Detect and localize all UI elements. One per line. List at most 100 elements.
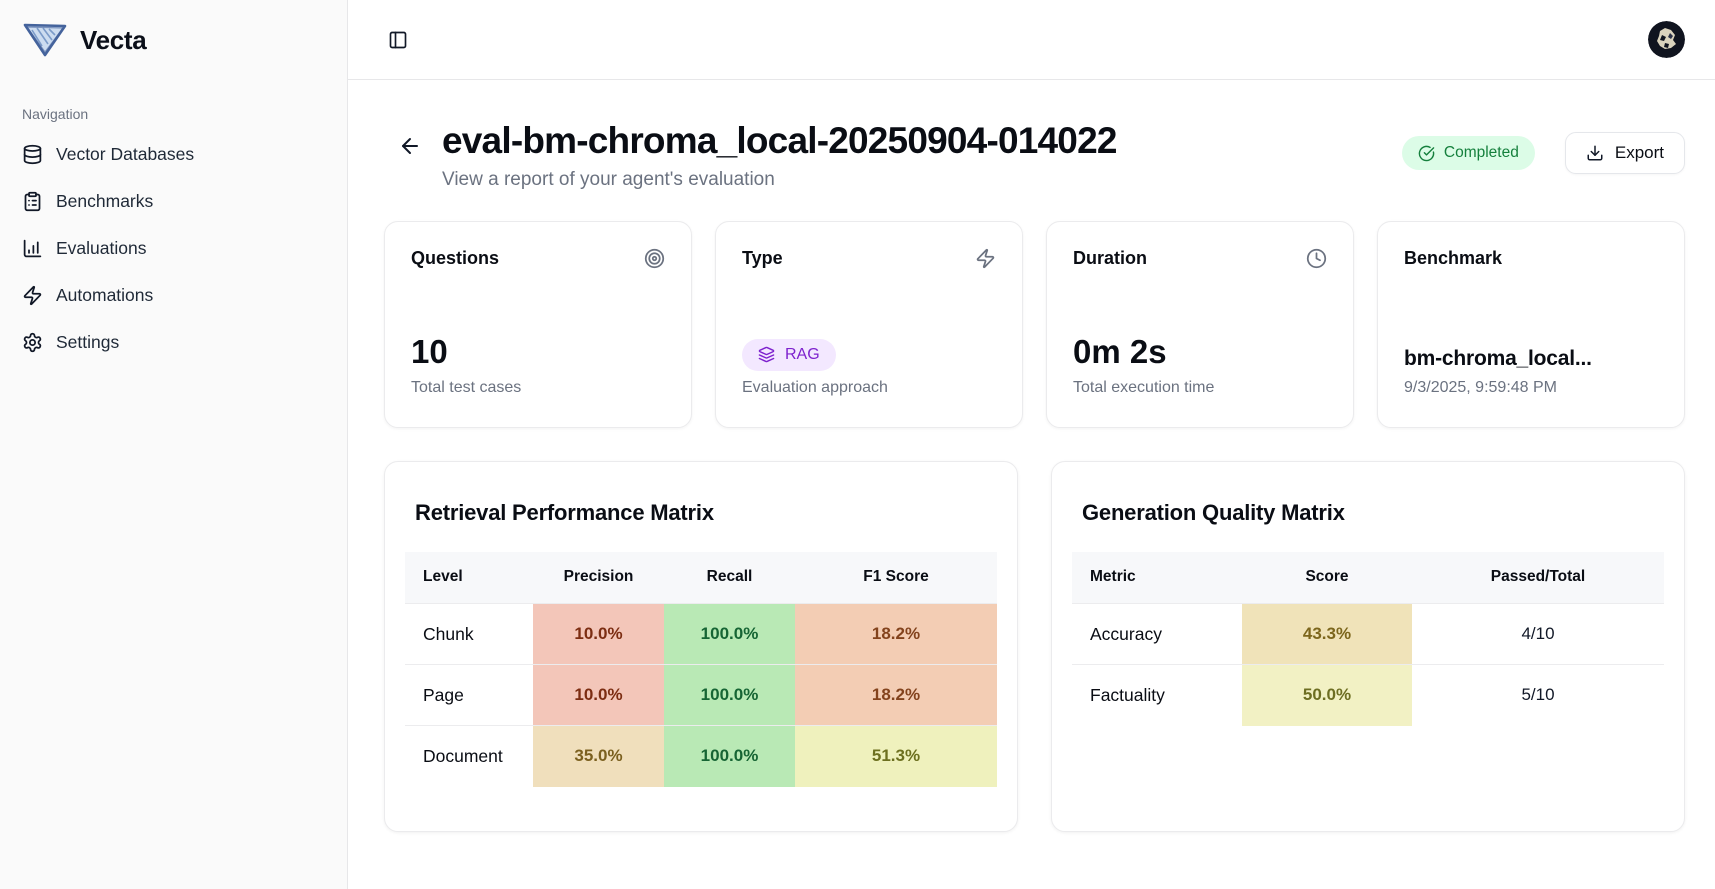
- panel-left-icon: [388, 30, 408, 50]
- type-badge-label: RAG: [785, 345, 820, 363]
- stat-description: 9/3/2025, 9:59:48 PM: [1404, 378, 1557, 396]
- stat-description: Total test cases: [411, 378, 522, 396]
- stat-card-title: Duration: [1073, 247, 1147, 268]
- arrow-left-icon: [398, 134, 422, 158]
- page-subtitle: View a report of your agent's evaluation: [442, 168, 775, 190]
- column-header-recall: Recall: [664, 551, 795, 604]
- table-row: Chunk 10.0% 100.0% 18.2%: [405, 603, 997, 665]
- zap-icon: [975, 248, 996, 269]
- page-header: eval-bm-chroma_local-20250904-014022 Vie…: [384, 120, 1685, 191]
- sidebar-item-settings[interactable]: Settings: [12, 324, 335, 361]
- score-cell: 43.3%: [1242, 603, 1412, 665]
- passed-cell: 5/10: [1412, 664, 1664, 726]
- sidebar-item-label: Settings: [56, 332, 120, 352]
- gear-icon: [22, 332, 43, 353]
- stat-card-type: Type: [715, 220, 1023, 428]
- stat-card-grid: Questions 10 Total test cases Type: [384, 220, 1685, 428]
- zap-icon: [22, 285, 43, 306]
- stat-description: Evaluation approach: [742, 378, 888, 396]
- sidebar-item-vector-databases[interactable]: Vector Databases: [12, 136, 335, 173]
- target-icon: [644, 248, 665, 269]
- table-row: Accuracy 43.3% 4/10: [1072, 603, 1664, 665]
- logo[interactable]: Vecta: [0, 22, 347, 58]
- sidebar-item-automations[interactable]: Automations: [12, 277, 335, 314]
- stat-card-duration: Duration 0m 2s Total execution time: [1046, 220, 1354, 428]
- generation-matrix-table: Metric Score Passed/Total Accuracy 43.3%…: [1072, 551, 1664, 726]
- back-button[interactable]: [394, 130, 426, 162]
- table-row: Factuality 50.0% 5/10: [1072, 664, 1664, 726]
- f1-cell: 18.2%: [795, 603, 997, 665]
- retrieval-matrix-table: Level Precision Recall F1 Score Chunk 10…: [405, 551, 997, 787]
- main-area: eval-bm-chroma_local-20250904-014022 Vie…: [348, 0, 1715, 889]
- matrix-card-grid: Retrieval Performance Matrix Level Preci…: [384, 460, 1685, 878]
- sidebar-toggle-button[interactable]: [384, 26, 412, 54]
- level-cell: Chunk: [405, 603, 533, 665]
- table-header-row: Metric Score Passed/Total: [1072, 551, 1664, 604]
- sidebar-item-label: Evaluations: [56, 238, 147, 258]
- table-row: Document 35.0% 100.0% 51.3%: [405, 725, 997, 787]
- status-badge: Completed: [1401, 136, 1535, 170]
- bar-chart-icon: [22, 238, 43, 259]
- matrix-title: Generation Quality Matrix: [1082, 499, 1345, 525]
- status-badge-label: Completed: [1443, 144, 1519, 161]
- export-button-label: Export: [1614, 143, 1664, 162]
- stat-card-title: Type: [742, 247, 783, 268]
- logo-text: Vecta: [80, 24, 147, 55]
- check-circle-icon: [1418, 145, 1435, 162]
- f1-cell: 18.2%: [795, 664, 997, 726]
- stat-card-title: Benchmark: [1404, 247, 1503, 268]
- level-cell: Document: [405, 725, 533, 787]
- topbar: [348, 0, 1715, 80]
- layers-icon: [758, 346, 775, 363]
- stat-value: 10: [411, 332, 448, 370]
- precision-cell: 10.0%: [533, 603, 664, 665]
- sidebar-item-evaluations[interactable]: Evaluations: [12, 230, 335, 267]
- sidebar-nav: Vector Databases Benchmarks: [0, 136, 347, 361]
- clock-icon: [1306, 248, 1327, 269]
- page-title: eval-bm-chroma_local-20250904-014022: [442, 120, 1117, 161]
- stat-value: 0m 2s: [1073, 332, 1167, 370]
- stat-card-title: Questions: [411, 247, 500, 268]
- clipboard-list-icon: [22, 191, 43, 212]
- nav-section-label: Navigation: [22, 106, 89, 122]
- column-header-metric: Metric: [1072, 551, 1242, 604]
- f1-cell: 51.3%: [795, 725, 997, 787]
- matrix-title: Retrieval Performance Matrix: [415, 499, 714, 525]
- stat-card-benchmark: Benchmark bm-chroma_local... 9/3/2025, 9…: [1377, 220, 1685, 428]
- generation-matrix-card: Generation Quality Matrix Metric Score P…: [1051, 460, 1685, 832]
- sidebar: Vecta Navigation Vector Databases: [0, 0, 348, 889]
- level-cell: Page: [405, 664, 533, 726]
- stat-card-questions: Questions 10 Total test cases: [384, 220, 692, 428]
- passed-cell: 4/10: [1412, 603, 1664, 665]
- table-row: Page 10.0% 100.0% 18.2%: [405, 664, 997, 726]
- sidebar-item-label: Automations: [56, 285, 154, 305]
- title-block: eval-bm-chroma_local-20250904-014022 Vie…: [442, 120, 1402, 191]
- database-icon: [22, 144, 43, 165]
- precision-cell: 35.0%: [533, 725, 664, 787]
- header-actions: Completed Export: [1401, 132, 1685, 174]
- precision-cell: 10.0%: [533, 664, 664, 726]
- column-header-passed: Passed/Total: [1412, 551, 1664, 604]
- type-badge: RAG: [742, 338, 836, 371]
- column-header-level: Level: [405, 551, 533, 604]
- column-header-score: Score: [1242, 551, 1412, 604]
- vecta-logo-icon: [22, 22, 68, 58]
- table-header-row: Level Precision Recall F1 Score: [405, 551, 997, 604]
- stat-value: bm-chroma_local...: [1404, 346, 1592, 370]
- column-header-precision: Precision: [533, 551, 664, 604]
- column-header-f1: F1 Score: [795, 551, 997, 604]
- sidebar-item-benchmarks[interactable]: Benchmarks: [12, 183, 335, 220]
- metric-cell: Factuality: [1072, 664, 1242, 726]
- avatar[interactable]: [1648, 21, 1685, 58]
- score-cell: 50.0%: [1242, 664, 1412, 726]
- sidebar-item-label: Vector Databases: [56, 144, 195, 164]
- recall-cell: 100.0%: [664, 725, 795, 787]
- recall-cell: 100.0%: [664, 603, 795, 665]
- download-icon: [1586, 144, 1604, 162]
- retrieval-matrix-card: Retrieval Performance Matrix Level Preci…: [384, 460, 1018, 832]
- stat-description: Total execution time: [1073, 378, 1215, 396]
- metric-cell: Accuracy: [1072, 603, 1242, 665]
- export-button[interactable]: Export: [1564, 132, 1685, 174]
- page-content: eval-bm-chroma_local-20250904-014022 Vie…: [348, 80, 1715, 878]
